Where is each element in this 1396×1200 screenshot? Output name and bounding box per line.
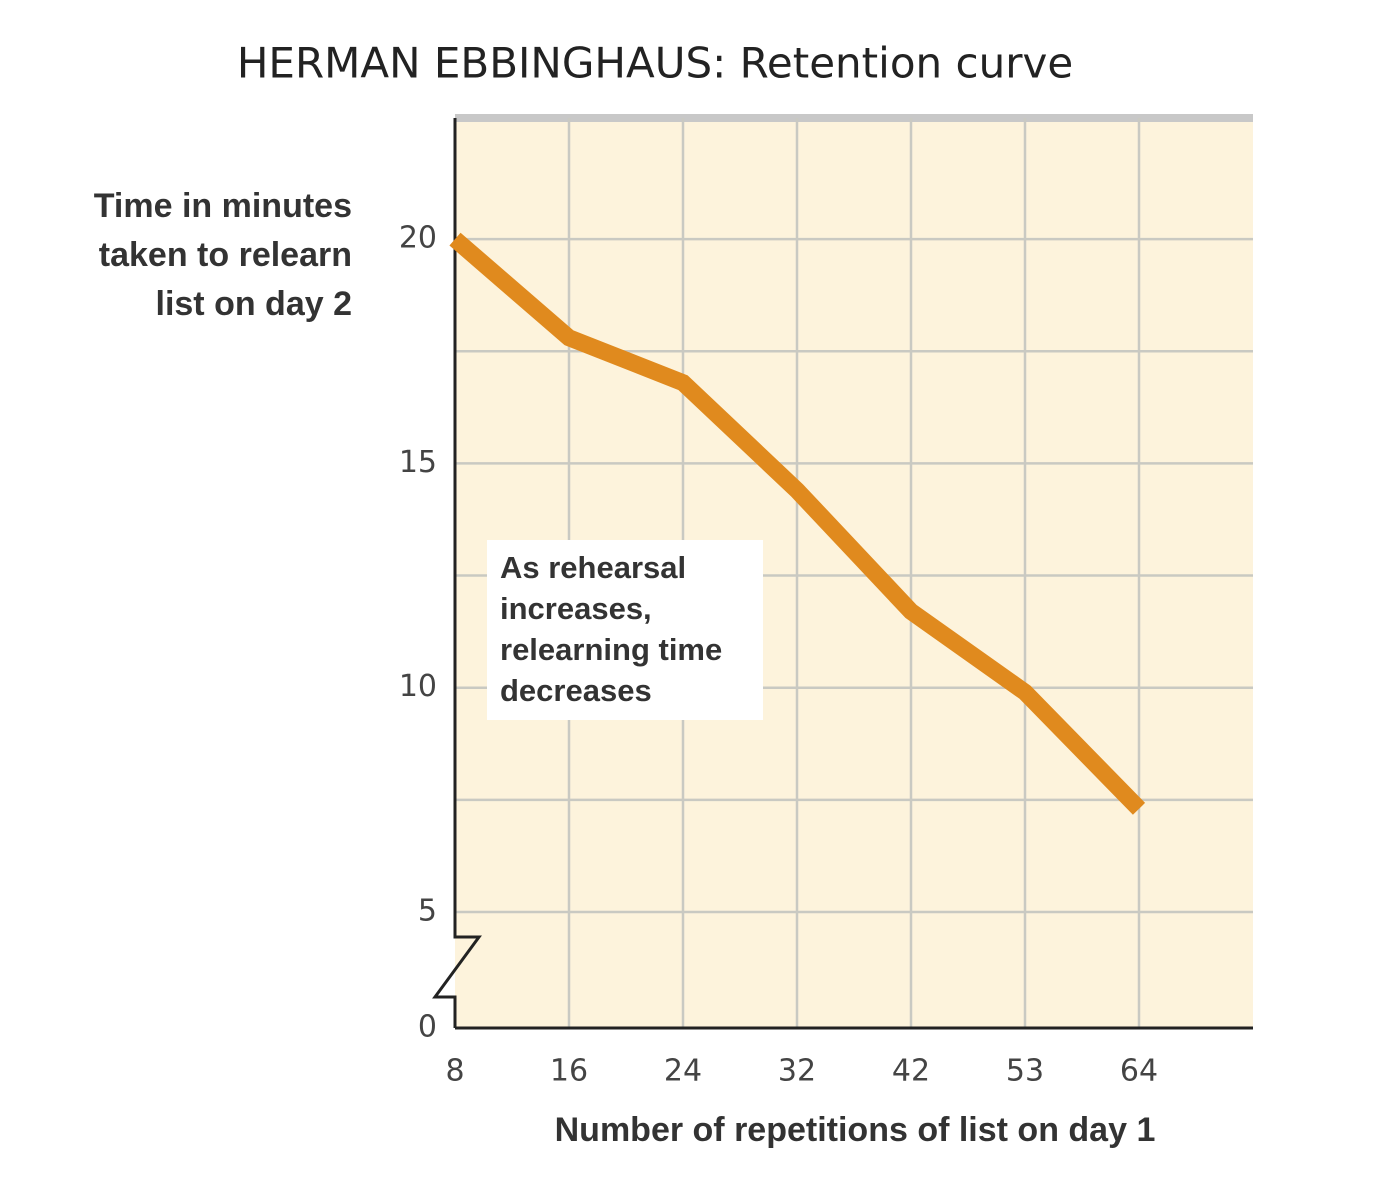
annotation-text: increases, [500,591,652,626]
y-tick-label: 10 [399,669,437,704]
x-tick-label: 8 [445,1054,464,1089]
data-line [449,232,1146,815]
y-tick-label: 0 [418,1010,437,1045]
chart-title: HERMAN EBBINGHAUS: Retention curve [237,39,1073,88]
annotation-text: decreases [500,673,652,708]
x-tick-label: 42 [892,1054,930,1089]
x-tick-label: 24 [664,1054,702,1089]
y-axis-label: taken to relearn [99,236,352,274]
x-tick-label: 64 [1120,1054,1158,1089]
x-tick-label: 53 [1006,1054,1044,1089]
y-axis [432,118,482,1028]
annotation-box [487,540,763,720]
x-axis-label: Number of repetitions of list on day 1 [555,1111,1156,1149]
y-tick-label: 20 [399,221,437,256]
x-tick-label: 32 [778,1054,816,1089]
y-axis-label: list on day 2 [156,285,353,323]
x-tick-label: 16 [550,1054,588,1089]
y-tick-label: 5 [418,894,437,929]
annotation-text: As rehearsal [500,550,686,585]
y-tick-label: 15 [399,445,437,480]
annotation-text: relearning time [500,632,722,667]
y-axis-label: Time in minutes [94,187,352,225]
